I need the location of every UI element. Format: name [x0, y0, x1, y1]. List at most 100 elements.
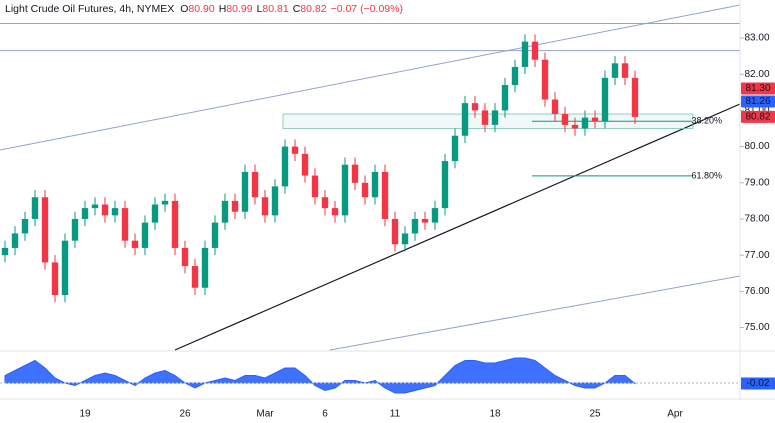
price-tag: [741, 110, 775, 123]
candle-body: [11, 233, 19, 248]
candle-body: [491, 110, 499, 125]
candle-body: [181, 247, 189, 267]
y-tick-label: 76.00: [744, 286, 769, 297]
x-tick-label: Apr: [667, 409, 683, 420]
candle-body: [91, 204, 99, 209]
candle-body: [471, 103, 479, 111]
candle-body: [141, 222, 149, 248]
candle-body: [441, 161, 449, 209]
x-tick-label: 25: [589, 409, 601, 420]
candle-body: [301, 153, 309, 176]
price-tag-label: 80.82: [745, 112, 770, 123]
candle-body: [41, 197, 49, 263]
candle-body: [521, 41, 529, 67]
candle-body: [361, 182, 369, 198]
ohlc-key: H: [219, 3, 227, 15]
candle-body: [1, 247, 9, 256]
candle-body: [321, 197, 329, 209]
candle-body: [221, 200, 229, 223]
x-tick-label: 26: [179, 409, 191, 420]
candle-body: [351, 164, 359, 183]
candle-body: [231, 200, 239, 212]
candle-body: [71, 218, 79, 241]
candle-body: [461, 103, 469, 136]
fib-label: 61.80%: [691, 170, 722, 180]
candle-body: [391, 218, 399, 245]
y-tick-label: 77.00: [744, 250, 769, 261]
candle-body: [481, 110, 489, 125]
candle-body: [161, 200, 169, 205]
candle-body: [541, 59, 549, 100]
price-tag-label: 81.30: [745, 83, 770, 94]
y-tick-label: 79.00: [744, 177, 769, 188]
price-tag-label: 81.26: [745, 96, 770, 107]
candle-body: [571, 124, 579, 129]
candle-body: [501, 85, 509, 111]
candle-body: [621, 63, 629, 78]
y-tick-label: 80.00: [744, 141, 769, 152]
candle-body: [561, 114, 569, 125]
candle-body: [261, 197, 269, 216]
candle-body: [171, 200, 179, 248]
symbol-name: Light Crude Oil Futures, 4h, NYMEX: [5, 3, 174, 15]
candle-body: [431, 208, 439, 223]
candle-body: [341, 164, 349, 216]
candle-body: [51, 262, 59, 295]
candle-body: [241, 171, 249, 212]
candle-body: [511, 66, 519, 86]
candle-body: [291, 146, 299, 154]
candle-body: [121, 208, 129, 241]
oscillator-tag-label: -0.02: [747, 378, 770, 389]
candle-body: [401, 233, 409, 245]
x-tick-label: 19: [79, 409, 91, 420]
candle-body: [111, 208, 119, 216]
price-tag: [741, 82, 775, 95]
candle-body: [101, 204, 109, 216]
trendline: [174, 103, 741, 351]
x-tick-label: 6: [322, 409, 328, 420]
candle-body: [591, 117, 599, 122]
oscillator-area: [4, 357, 636, 394]
channel-lower: [329, 275, 741, 351]
candle-body: [251, 171, 259, 198]
candle-body: [551, 99, 559, 115]
candle-body: [81, 208, 89, 219]
fib-label: 38.20%: [691, 116, 722, 126]
oscillator-tag: [741, 377, 775, 390]
y-tick-label: 78.00: [744, 214, 769, 225]
candle-body: [31, 197, 39, 219]
candle-body: [61, 240, 69, 295]
candle-body: [421, 218, 429, 223]
candle-body: [201, 247, 209, 288]
y-tick-label: 82.00: [744, 69, 769, 80]
y-tick-label: 83.00: [744, 33, 769, 44]
candle-body: [211, 222, 219, 248]
y-tick-label: 75.00: [744, 322, 769, 333]
candle-body: [371, 171, 379, 198]
x-tick-label: 11: [390, 409, 401, 420]
change: −0.07 (−0.09%): [331, 3, 403, 15]
drawings: [0, 4, 741, 351]
candle-body: [451, 135, 459, 162]
candle-body: [611, 63, 619, 78]
x-tick-label: Mar: [256, 409, 274, 420]
candle-body: [601, 77, 609, 122]
ohlc-value: 80.82: [300, 3, 326, 15]
candle-body: [271, 186, 279, 216]
ohlc-key: C: [293, 3, 301, 15]
candle-body: [311, 175, 319, 198]
price-tag: [741, 95, 775, 108]
candle-body: [281, 146, 289, 187]
ohlc-key: O: [180, 3, 188, 15]
symbol: Light Crude Oil Futures, 4h, NYMEX O80.90…: [5, 3, 403, 15]
ohlc-key: L: [257, 3, 263, 15]
candle-body: [631, 77, 639, 117]
ohlc-value: 80.99: [226, 3, 252, 15]
candle-body: [21, 218, 29, 234]
candle-body: [581, 117, 589, 129]
candle-body: [191, 266, 199, 288]
candle-body: [131, 240, 139, 248]
candle-body: [381, 171, 389, 219]
channel-upper: [0, 4, 741, 151]
